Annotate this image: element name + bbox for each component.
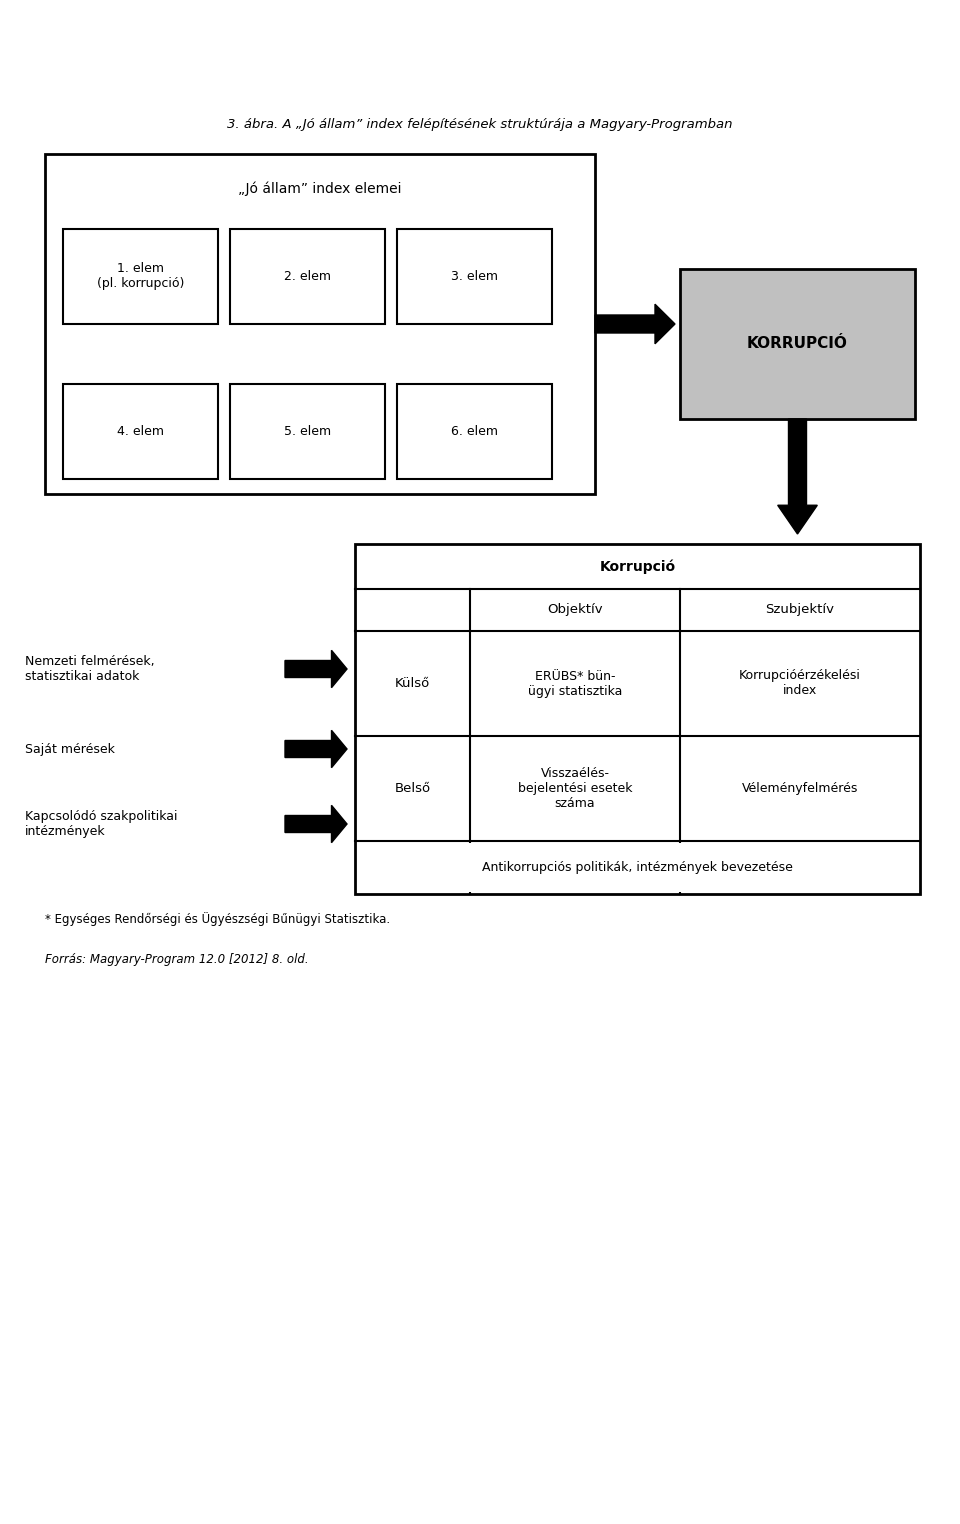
FancyBboxPatch shape (63, 384, 218, 479)
FancyArrow shape (285, 651, 347, 687)
Text: Antikorrupciós politikák, intézmények bevezetése: Antikorrupciós politikák, intézmények be… (482, 861, 793, 873)
FancyBboxPatch shape (397, 384, 552, 479)
Text: Véleményfelmérés: Véleményfelmérés (742, 782, 858, 796)
Text: 2. elem: 2. elem (284, 270, 331, 283)
Text: 3. ábra. A „Jó állam” index felépítésének struktúrája a Magyary-Programban: 3. ábra. A „Jó állam” index felépítéséne… (228, 117, 732, 131)
Text: 1. elem
(pl. korrupció): 1. elem (pl. korrupció) (97, 262, 184, 291)
Text: Nemzeti felmérések,
statisztikai adatok: Nemzeti felmérések, statisztikai adatok (25, 655, 155, 683)
FancyBboxPatch shape (230, 229, 385, 325)
Text: Objektív: Objektív (547, 604, 603, 617)
FancyBboxPatch shape (230, 384, 385, 479)
Text: Szubjektív: Szubjektív (765, 604, 834, 617)
Text: Antikorrupciós politikák, intézmények bevezetése: Antikorrupciós politikák, intézmények be… (482, 861, 793, 873)
FancyBboxPatch shape (397, 229, 552, 325)
Text: Korrupció: Korrupció (599, 559, 676, 573)
Text: Külső: Külső (395, 677, 430, 690)
Text: 3. elem: 3. elem (451, 270, 498, 283)
FancyArrow shape (285, 805, 347, 843)
FancyBboxPatch shape (357, 843, 918, 892)
Text: 5. elem: 5. elem (284, 425, 331, 437)
FancyArrow shape (778, 419, 817, 533)
FancyBboxPatch shape (680, 270, 915, 419)
FancyBboxPatch shape (45, 154, 595, 494)
Text: Saját mérések: Saját mérések (25, 742, 115, 756)
Text: 4. elem: 4. elem (117, 425, 164, 437)
Text: „Jó állam” index elemei: „Jó állam” index elemei (238, 181, 401, 197)
FancyArrow shape (285, 730, 347, 768)
Text: Kapcsolódó szakpolitikai
intézmények: Kapcsolódó szakpolitikai intézmények (25, 809, 178, 838)
Text: KORRUPCIÓ: KORRUPCIÓ (747, 337, 848, 352)
Text: ERÜBS* bün-
ügyi statisztika: ERÜBS* bün- ügyi statisztika (528, 669, 622, 698)
Text: Korrupcióérzékelési
index: Korrupcióérzékelési index (739, 669, 861, 698)
FancyBboxPatch shape (355, 544, 920, 895)
Text: 6. elem: 6. elem (451, 425, 498, 437)
Text: Forrás: Magyary-Program 12.0 [2012] 8. old.: Forrás: Magyary-Program 12.0 [2012] 8. o… (45, 952, 308, 966)
FancyArrow shape (595, 305, 675, 344)
Text: * Egységes Rendőrségi és Ügyészségi Bűnügyi Statisztika.: * Egységes Rendőrségi és Ügyészségi Bűnü… (45, 911, 390, 927)
Text: Belső: Belső (395, 782, 431, 796)
FancyBboxPatch shape (63, 229, 218, 325)
Text: Visszaélés-
bejelentési esetek
száma: Visszaélés- bejelentési esetek száma (517, 767, 633, 809)
